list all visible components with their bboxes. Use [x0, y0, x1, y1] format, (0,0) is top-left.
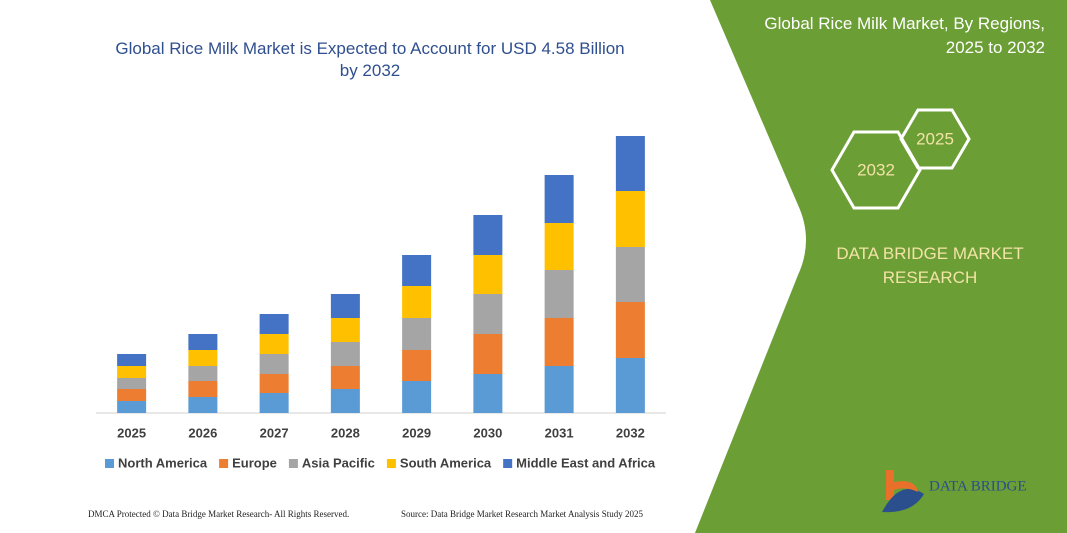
bar-segment — [402, 381, 432, 413]
legend-swatch — [386, 459, 396, 468]
x-tick-label: 2029 — [402, 425, 431, 440]
bar-segment — [402, 350, 432, 381]
bar-segment — [117, 389, 147, 401]
legend-label: South America — [400, 455, 492, 470]
hex-label: 2032 — [857, 160, 895, 179]
bar-segment — [188, 366, 218, 381]
x-tick-label: 2028 — [331, 425, 360, 440]
x-tick-label: 2030 — [473, 425, 502, 440]
bar-segment — [188, 350, 218, 366]
legend-label: North America — [118, 455, 208, 470]
bar-segment — [259, 354, 289, 374]
chart-title: Global Rice Milk Market is Expected to A… — [115, 39, 625, 80]
green-panel — [695, 0, 1067, 533]
bar-segment — [402, 286, 432, 318]
bar-segment — [188, 397, 218, 413]
legend-swatch — [219, 459, 229, 468]
legend-label: Middle East and Africa — [516, 455, 656, 470]
x-tick-label: 2027 — [260, 425, 289, 440]
legend-swatch — [105, 459, 114, 468]
logo-icon — [886, 470, 894, 500]
legend-label: Asia Pacific — [302, 455, 375, 470]
brand-text: DATA BRIDGE MARKET RESEARCH — [836, 244, 1024, 287]
logo-text: DATA BRIDGE — [929, 478, 1027, 494]
bar-segment — [117, 401, 147, 413]
panel-title: Global Rice Milk Market, By Regions, 202… — [764, 14, 1045, 57]
hex-label: 2025 — [916, 129, 954, 148]
bar-segment — [117, 366, 147, 378]
logo-icon — [894, 481, 918, 492]
legend-swatch — [503, 459, 513, 468]
logo-icon — [882, 488, 924, 513]
bar-segment — [188, 381, 218, 397]
x-tick-label: 2032 — [616, 425, 645, 440]
bar-segment — [544, 223, 574, 270]
footer-left: DMCA Protected © Data Bridge Market Rese… — [88, 509, 349, 519]
bar-segment — [259, 314, 289, 334]
bar-segment — [117, 354, 147, 366]
bar-segment — [402, 255, 432, 286]
bar-segment — [544, 318, 574, 366]
bar-segment — [473, 255, 503, 294]
bar-segment — [402, 318, 432, 350]
x-tick-label: 2026 — [188, 425, 217, 440]
bar-segment — [188, 334, 218, 350]
bar-segment — [330, 342, 360, 366]
bar-segment — [473, 294, 503, 334]
bar-segment — [473, 334, 503, 374]
bar-segment — [117, 378, 147, 389]
bar-segment — [259, 374, 289, 393]
legend-label: Europe — [232, 455, 277, 470]
bar-segment — [259, 334, 289, 354]
x-tick-label: 2031 — [545, 425, 574, 440]
x-tick-label: 2025 — [117, 425, 146, 440]
bar-segment — [615, 191, 645, 247]
bar-segment — [330, 318, 360, 342]
bar-segment — [259, 393, 289, 413]
bar-segment — [615, 247, 645, 302]
hexagon — [899, 108, 971, 170]
bar-segment — [330, 366, 360, 389]
logo: DATA BRIDGE — [882, 470, 1027, 513]
bar-segment — [615, 358, 645, 413]
bar-segment — [330, 294, 360, 318]
footer-right: Source: Data Bridge Market Research Mark… — [401, 509, 643, 519]
bar-segment — [330, 389, 360, 413]
bar-segment — [473, 215, 503, 255]
bar-segment — [544, 270, 574, 318]
bar-segment — [615, 302, 645, 358]
legend-swatch — [288, 459, 298, 468]
bar-segment — [473, 374, 503, 413]
hexagon — [830, 130, 922, 210]
bar-segment — [544, 175, 574, 223]
bar-segment — [544, 366, 574, 413]
bar-segment — [615, 136, 645, 191]
